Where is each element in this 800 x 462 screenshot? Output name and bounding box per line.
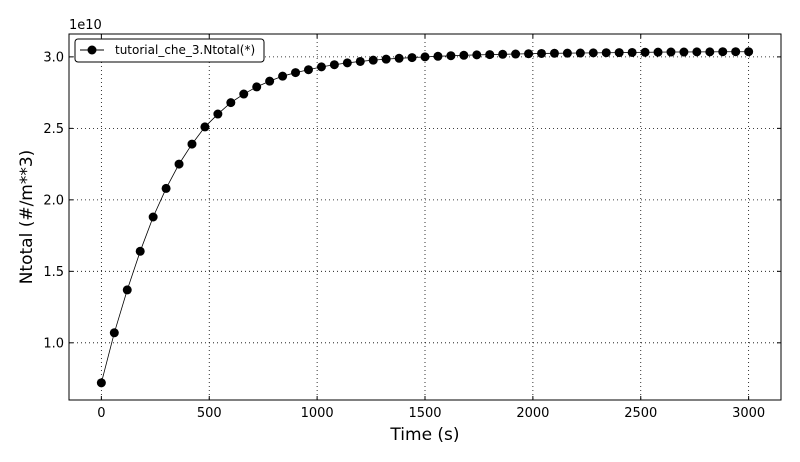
data-point	[446, 51, 456, 61]
data-point	[562, 48, 572, 58]
y-offset-label: 1e10	[69, 18, 102, 33]
data-point	[640, 47, 650, 57]
data-point	[731, 47, 741, 57]
y-tick-label: 1.5	[43, 265, 64, 280]
data-point	[575, 48, 585, 58]
data-point	[135, 246, 145, 256]
ticks: 0 500 1000 1500 2000 2500 3000 1.0 1.5 2.0 2.5 3.0	[43, 34, 781, 421]
data-point	[744, 47, 754, 57]
legend-label: tutorial_che_3.Ntotal(*)	[115, 43, 255, 57]
y-tick-label: 1.0	[43, 336, 64, 351]
data-point	[109, 328, 119, 338]
data-point	[498, 49, 508, 59]
x-axis-label: Time (s)	[389, 425, 459, 445]
x-tick-label: 500	[197, 406, 222, 421]
data-point	[627, 47, 637, 57]
data-point	[303, 65, 313, 75]
data-point	[420, 52, 430, 62]
x-tick-label: 2000	[516, 406, 549, 421]
data-point	[291, 68, 301, 78]
data-point	[537, 48, 547, 58]
y-axis-label: Ntotal (#/m**3)	[17, 150, 37, 285]
data-point	[226, 98, 236, 108]
data-point	[368, 55, 378, 65]
x-tick-label: 0	[97, 406, 105, 421]
data-point	[278, 71, 288, 81]
data-point	[692, 47, 702, 57]
data-point	[459, 50, 469, 60]
data-point	[265, 76, 275, 86]
data-point	[213, 109, 223, 119]
data-point	[122, 285, 132, 295]
legend-box	[74, 38, 265, 63]
data-point	[511, 49, 521, 59]
data-point	[381, 54, 391, 64]
data-point	[614, 48, 624, 58]
data-point	[472, 50, 482, 60]
data-point	[174, 159, 184, 169]
data-point	[524, 49, 534, 59]
data-point	[161, 183, 171, 193]
x-tick-label: 1500	[408, 406, 441, 421]
legend-marker-sample	[87, 45, 97, 55]
legend: tutorial_che_3.Ntotal(*)	[74, 38, 265, 63]
x-tick-label: 2500	[624, 406, 657, 421]
data-point	[96, 378, 106, 388]
y-tick-label: 2.0	[43, 193, 64, 208]
data-point	[666, 47, 676, 57]
data-point	[705, 47, 715, 57]
data-point	[679, 47, 689, 57]
data-point	[601, 48, 611, 58]
data-point	[187, 139, 197, 149]
data-point	[329, 60, 339, 70]
data-point	[718, 47, 728, 57]
data-point	[407, 53, 417, 63]
data-point	[549, 48, 559, 58]
x-tick-label: 3000	[732, 406, 765, 421]
x-tick-label: 1000	[301, 406, 334, 421]
data-point	[342, 58, 352, 68]
data-point	[485, 50, 495, 60]
data-point	[355, 56, 365, 66]
data-point	[588, 48, 598, 58]
data-point	[239, 89, 249, 99]
data-point	[394, 53, 404, 63]
data-point	[316, 62, 326, 72]
data-point	[252, 82, 262, 92]
data-point	[653, 47, 663, 57]
data-point	[200, 122, 210, 132]
series-layer	[96, 47, 754, 388]
y-tick-label: 3.0	[43, 50, 64, 65]
data-point	[148, 212, 158, 222]
y-tick-label: 2.5	[43, 122, 64, 137]
data-point	[433, 51, 443, 61]
